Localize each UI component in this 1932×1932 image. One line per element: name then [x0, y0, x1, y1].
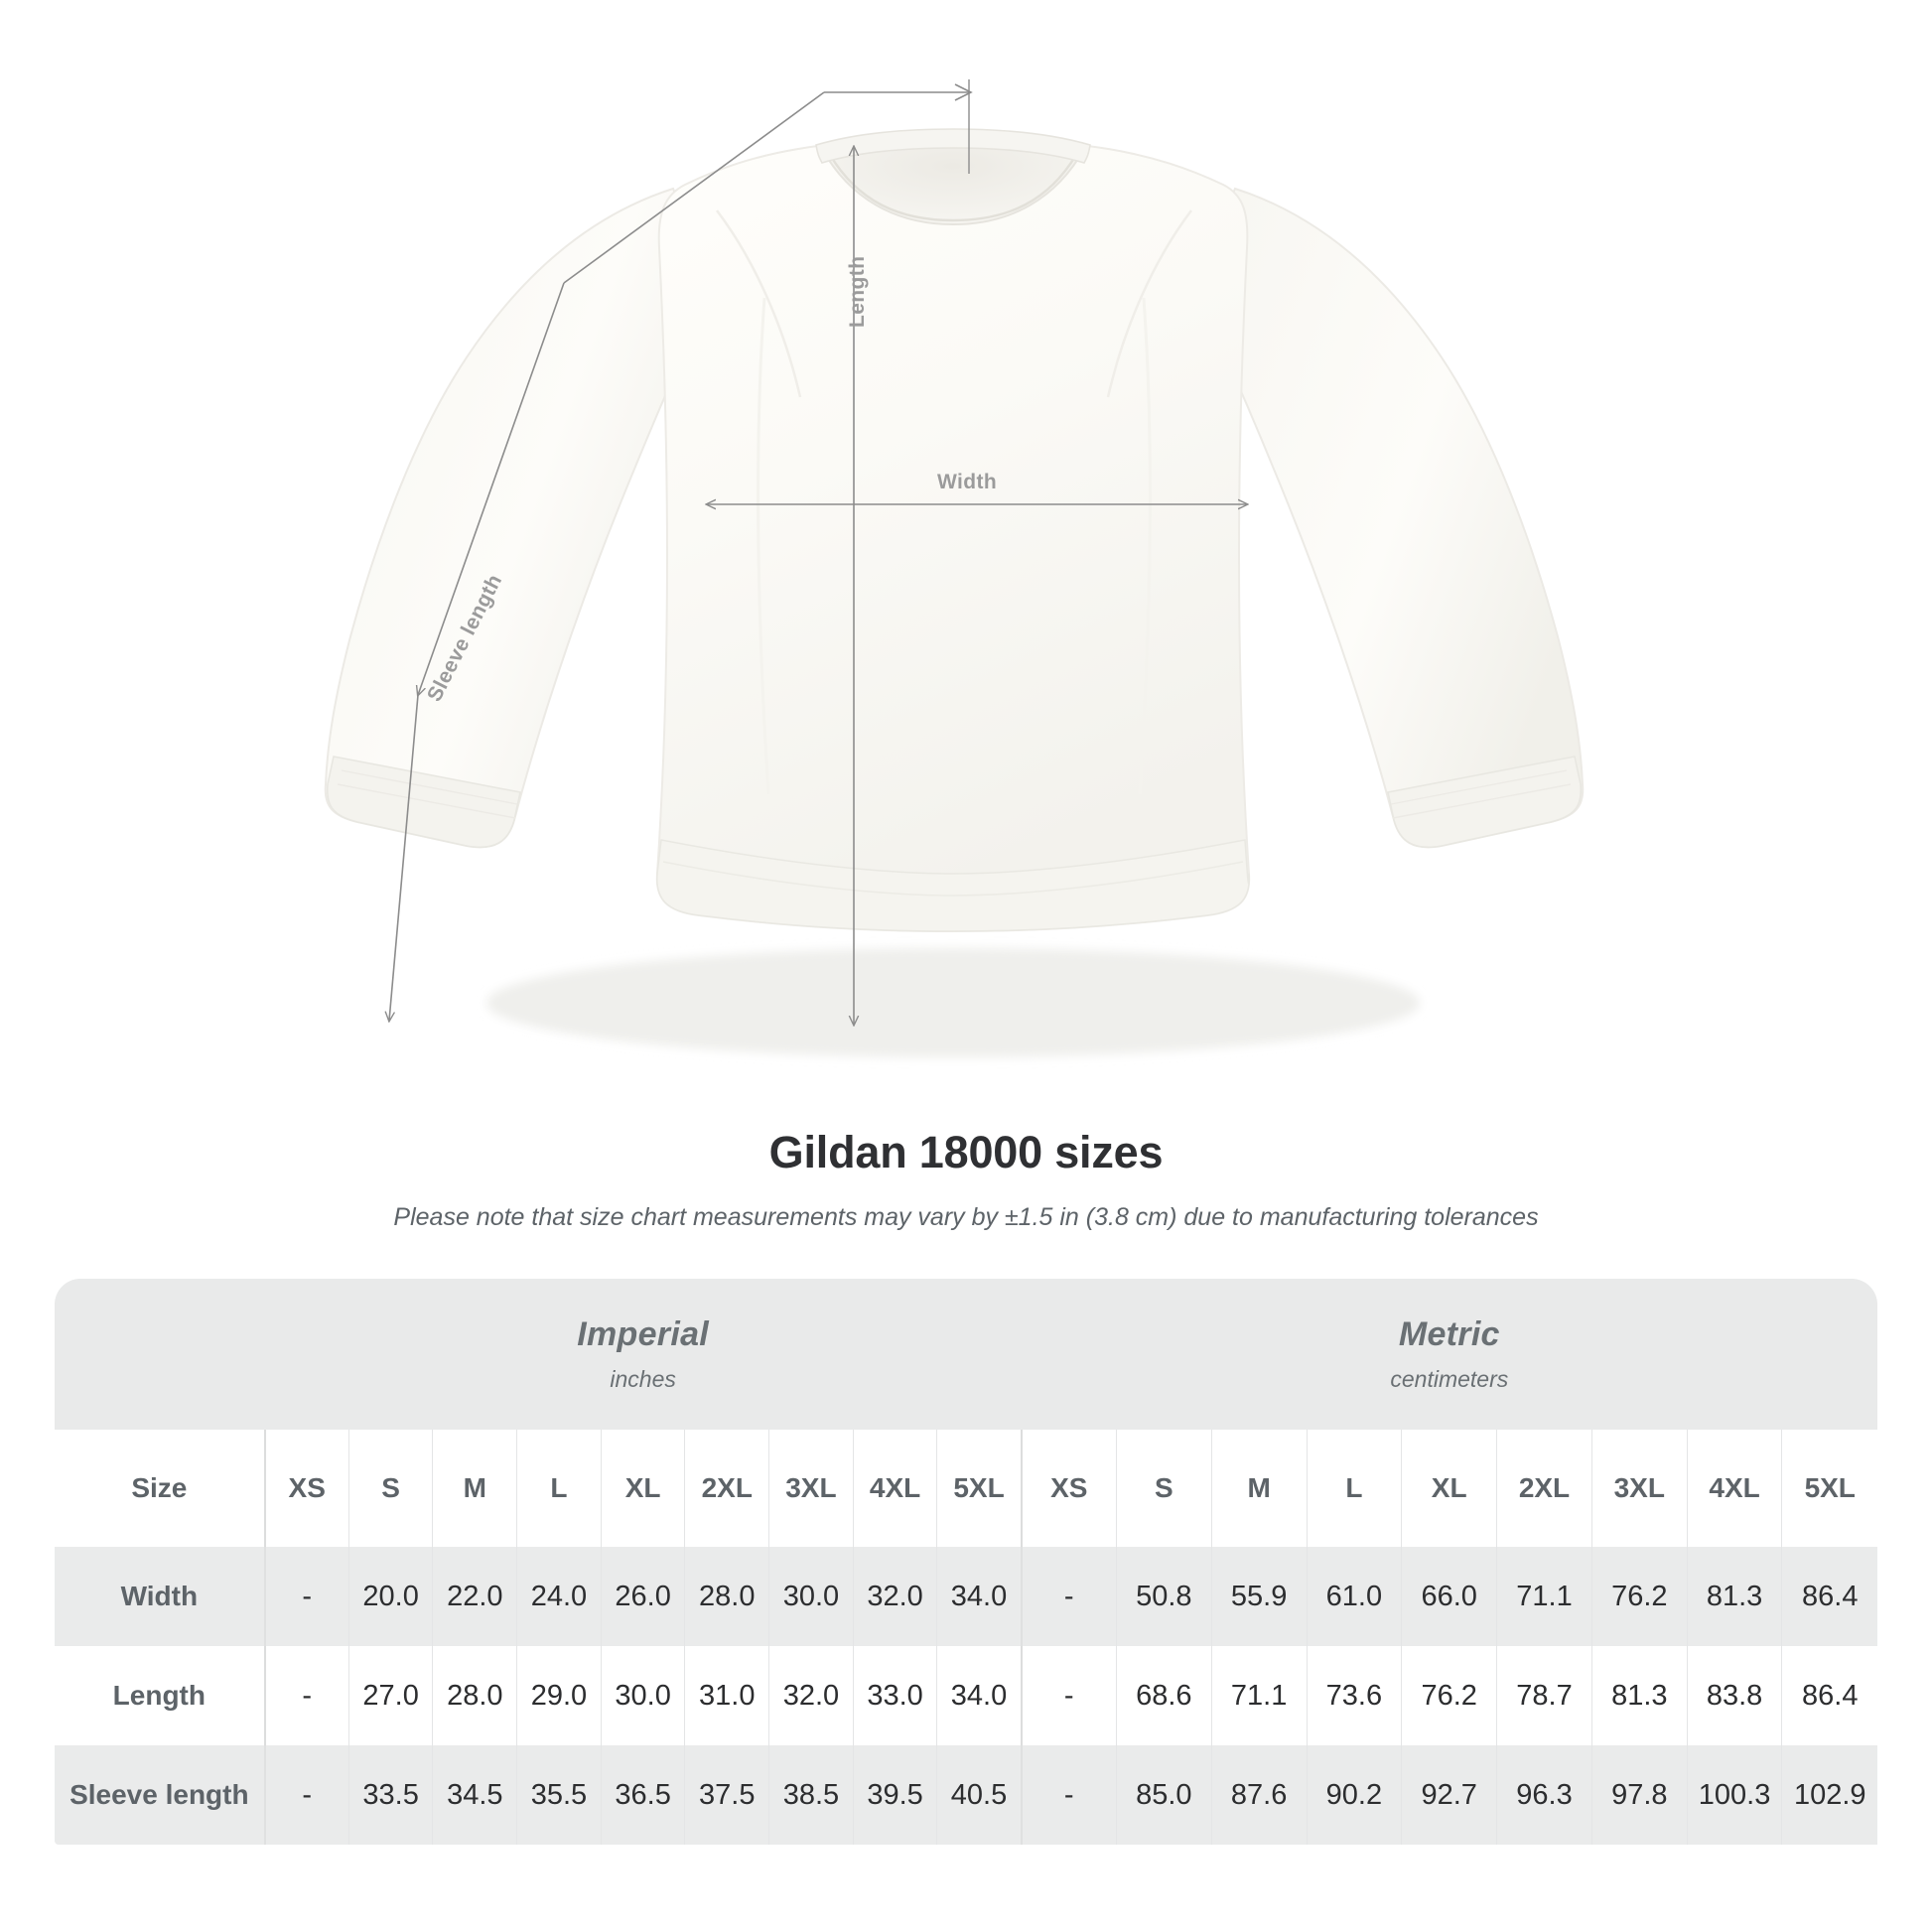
unit-subtitle: centimeters [1390, 1366, 1509, 1392]
cell-sleeve-length-imperial-s: 33.5 [347, 1745, 433, 1845]
cell-width-imperial-m: 22.0 [432, 1547, 517, 1646]
size-col-imperial-5xl: 5XL [936, 1430, 1022, 1547]
cell-sleeve-length-metric-xs: - [1020, 1745, 1117, 1845]
cell-width-metric-xl: 66.0 [1401, 1547, 1497, 1646]
cell-length-metric-xl: 76.2 [1401, 1646, 1497, 1745]
table-row-length: Length -27.0 28.0 29.0 30.0 31.0 32.0 33.0 34.0-… [55, 1646, 1877, 1745]
cell-sleeve-length-imperial-5xl: 40.5 [936, 1745, 1022, 1845]
cell-width-metric-5xl: 86.4 [1781, 1547, 1877, 1646]
unit-header-row: Imperial inches Metric centimeters [55, 1279, 1877, 1430]
size-col-metric-4xl: 4XL [1686, 1430, 1782, 1547]
unit-subtitle: inches [610, 1366, 676, 1392]
size-chart-table-wrapper: Imperial inches Metric centimeters Size XS S M L… [55, 1279, 1877, 1845]
cell-length-imperial-3xl: 32.0 [768, 1646, 854, 1745]
cell-sleeve-length-metric-4xl: 100.3 [1686, 1745, 1782, 1845]
size-col-imperial-3xl: 3XL [768, 1430, 854, 1547]
cell-length-imperial-xl: 30.0 [600, 1646, 685, 1745]
size-col-metric-2xl: 2XL [1496, 1430, 1592, 1547]
cell-width-imperial-l: 24.0 [516, 1547, 602, 1646]
garment-diagram: Length Width Sleeve length [324, 79, 1585, 1057]
size-col-imperial-xl: XL [600, 1430, 685, 1547]
size-col-imperial-s: S [347, 1430, 433, 1547]
cell-length-imperial-2xl: 31.0 [684, 1646, 769, 1745]
cell-length-metric-3xl: 81.3 [1590, 1646, 1688, 1745]
cell-width-metric-m: 55.9 [1210, 1547, 1307, 1646]
cell-length-imperial-s: 27.0 [347, 1646, 433, 1745]
cell-length-metric-5xl: 86.4 [1781, 1646, 1877, 1745]
cell-width-imperial-xs: - [263, 1547, 349, 1646]
cell-width-metric-3xl: 76.2 [1590, 1547, 1688, 1646]
size-header-row: Size XS S M L XL 2XL 3XL 4XL 5XL XS S M L XL 2XL 3XL 4XL 5… [55, 1430, 1877, 1547]
cell-length-metric-2xl: 78.7 [1496, 1646, 1592, 1745]
cell-width-imperial-xl: 26.0 [600, 1547, 685, 1646]
unit-group-metric: Metric centimeters [1021, 1279, 1877, 1430]
cell-sleeve-length-imperial-l: 35.5 [516, 1745, 602, 1845]
unit-corner-cell [55, 1279, 265, 1430]
cell-width-imperial-2xl: 28.0 [684, 1547, 769, 1646]
cell-sleeve-length-imperial-3xl: 38.5 [768, 1745, 854, 1845]
title-block: Gildan 18000 sizes Please note that size… [0, 1127, 1932, 1232]
size-col-imperial-4xl: 4XL [852, 1430, 937, 1547]
cell-width-imperial-3xl: 30.0 [768, 1547, 854, 1646]
table-row-width: Width -20.0 22.0 24.0 26.0 28.0 30.0 32.0 34.0-5… [55, 1547, 1877, 1646]
cell-length-imperial-4xl: 33.0 [852, 1646, 937, 1745]
size-col-metric-l: L [1306, 1430, 1402, 1547]
cell-width-metric-s: 50.8 [1115, 1547, 1212, 1646]
cell-width-imperial-s: 20.0 [347, 1547, 433, 1646]
size-col-metric-xs: XS [1020, 1430, 1117, 1547]
cell-length-imperial-l: 29.0 [516, 1646, 602, 1745]
cell-width-metric-l: 61.0 [1306, 1547, 1402, 1646]
cell-sleeve-length-metric-3xl: 97.8 [1590, 1745, 1688, 1845]
length-dimension-label: Length [846, 255, 869, 328]
cell-sleeve-length-imperial-4xl: 39.5 [852, 1745, 937, 1845]
cell-sleeve-length-metric-m: 87.6 [1210, 1745, 1307, 1845]
cell-length-metric-l: 73.6 [1306, 1646, 1402, 1745]
cell-length-metric-s: 68.6 [1115, 1646, 1212, 1745]
size-col-metric-3xl: 3XL [1590, 1430, 1688, 1547]
unit-name: Metric [1398, 1315, 1500, 1353]
cell-sleeve-length-metric-l: 90.2 [1306, 1745, 1402, 1845]
cell-sleeve-length-metric-5xl: 102.9 [1781, 1745, 1877, 1845]
size-col-metric-s: S [1115, 1430, 1212, 1547]
cell-width-imperial-4xl: 32.0 [852, 1547, 937, 1646]
table-row-sleeve-length: Sleeve length -33.5 34.5 35.5 36.5 37.5 38.5 39… [55, 1745, 1877, 1845]
cell-sleeve-length-metric-2xl: 96.3 [1496, 1745, 1592, 1845]
unit-name: Imperial [577, 1315, 710, 1353]
size-col-imperial-m: M [432, 1430, 517, 1547]
cell-width-metric-4xl: 81.3 [1686, 1547, 1782, 1646]
size-col-imperial-l: L [516, 1430, 602, 1547]
cell-sleeve-length-metric-xl: 92.7 [1401, 1745, 1497, 1845]
cell-length-metric-m: 71.1 [1210, 1646, 1307, 1745]
size-col-metric-5xl: 5XL [1781, 1430, 1877, 1547]
cell-length-imperial-m: 28.0 [432, 1646, 517, 1745]
row-label-length: Length [55, 1646, 265, 1745]
cell-length-imperial-5xl: 34.0 [936, 1646, 1022, 1745]
cell-sleeve-length-imperial-xs: - [263, 1745, 349, 1845]
row-label-sleeve-length: Sleeve length [55, 1745, 265, 1845]
cell-sleeve-length-imperial-2xl: 37.5 [684, 1745, 769, 1845]
cell-length-imperial-xs: - [263, 1646, 349, 1745]
tolerance-note: Please note that size chart measurements… [393, 1203, 1539, 1231]
cell-sleeve-length-metric-s: 85.0 [1115, 1745, 1212, 1845]
size-col-metric-m: M [1210, 1430, 1307, 1547]
width-dimension-label: Width [937, 471, 998, 493]
row-label-width: Width [55, 1547, 265, 1646]
size-col-metric-xl: XL [1401, 1430, 1497, 1547]
size-col-imperial-xs: XS [263, 1430, 349, 1547]
cell-width-imperial-5xl: 34.0 [936, 1547, 1022, 1646]
cell-width-metric-2xl: 71.1 [1496, 1547, 1592, 1646]
cell-width-metric-xs: - [1020, 1547, 1117, 1646]
cell-length-metric-4xl: 83.8 [1686, 1646, 1782, 1745]
page-title: Gildan 18000 sizes [768, 1127, 1164, 1177]
unit-group-imperial: Imperial inches [264, 1279, 1022, 1430]
size-header-cell: Size [55, 1430, 265, 1547]
cell-sleeve-length-imperial-xl: 36.5 [600, 1745, 685, 1845]
cell-sleeve-length-imperial-m: 34.5 [432, 1745, 517, 1845]
size-col-imperial-2xl: 2XL [684, 1430, 769, 1547]
cell-length-metric-xs: - [1020, 1646, 1117, 1745]
sweatshirt-illustration [324, 79, 1585, 1057]
size-chart-table: Imperial inches Metric centimeters Size XS S M L… [55, 1279, 1877, 1845]
